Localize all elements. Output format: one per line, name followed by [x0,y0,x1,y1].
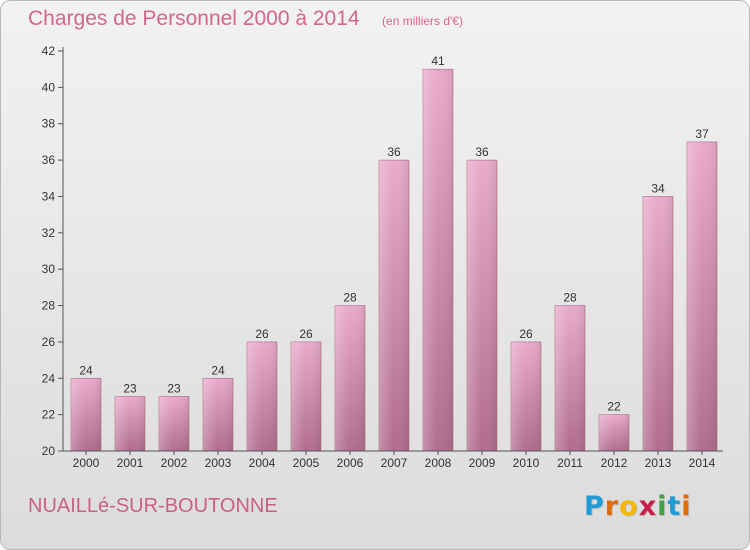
logo-letter: o [619,491,639,522]
value-label-2010: 26 [519,327,533,341]
bar-2014 [686,141,718,452]
x-tick-label-2002: 2002 [161,456,188,470]
logo-letter: i [681,491,692,522]
value-label-2003: 24 [211,363,225,377]
chart-unit-note: (en milliers d'€) [382,14,464,28]
y-tick-label-42: 42 [42,44,56,58]
y-tick-label-22: 22 [42,408,56,422]
logo-letter: x [638,491,658,522]
bar-2011 [554,305,586,452]
axes-layer [58,47,723,455]
x-tick-label-2011: 2011 [557,456,583,470]
x-tick-label-2008: 2008 [425,456,452,470]
labels-layer: 24 2000 23 2001 23 2002 24 2003 26 2004 26 2005 28 20… [42,44,716,470]
x-tick-label-2012: 2012 [601,456,628,470]
x-tick-label-2003: 2003 [205,456,232,470]
logo-letter: P [584,491,605,522]
value-label-2008: 41 [431,54,445,68]
value-label-2002: 23 [167,381,181,395]
bar-2010 [510,341,542,452]
bar-2004 [246,341,278,452]
x-tick-label-2007: 2007 [381,456,408,470]
logo-letter: i [657,491,668,522]
bar-2009 [466,159,498,452]
y-tick-label-20: 20 [42,444,56,458]
value-label-2004: 26 [255,327,269,341]
y-tick-label-40: 40 [42,80,56,94]
value-label-2011: 28 [563,291,577,305]
value-label-2014: 37 [695,127,709,141]
x-tick-label-2001: 2001 [117,456,144,470]
bar-2001 [114,396,146,452]
y-tick-label-36: 36 [42,153,56,167]
value-label-2012: 22 [607,400,621,414]
value-label-2000: 24 [79,363,93,377]
value-label-2013: 34 [651,181,665,195]
value-label-2009: 36 [475,145,489,159]
bar-2012 [598,414,630,452]
value-label-2006: 28 [343,291,357,305]
x-tick-label-2013: 2013 [645,456,672,470]
y-tick-label-38: 38 [42,117,56,131]
x-tick-label-2014: 2014 [689,456,716,470]
y-tick-label-30: 30 [42,262,56,276]
y-tick-label-32: 32 [42,226,56,240]
bar-2006 [334,305,366,452]
value-label-2007: 36 [387,145,401,159]
x-tick-label-2004: 2004 [249,456,276,470]
y-tick-label-34: 34 [42,189,56,203]
x-tick-label-2006: 2006 [337,456,364,470]
x-tick-label-2010: 2010 [513,456,540,470]
logo-letter: t [667,491,682,522]
chart-title-block: Charges de Personnel 2000 à 2014 (en mil… [28,7,463,31]
proxiti-logo: Proxiti [584,491,692,522]
y-tick-label-26: 26 [42,335,56,349]
bar-2013 [642,196,674,452]
bar-2008 [422,68,454,452]
value-label-2005: 26 [299,327,313,341]
x-tick-label-2009: 2009 [469,456,496,470]
bar-2003 [202,377,234,452]
x-tick-label-2005: 2005 [293,456,320,470]
logo-letter: r [604,491,620,522]
y-tick-label-28: 28 [42,299,56,313]
bar-2002 [158,396,190,452]
y-tick-label-24: 24 [42,371,56,385]
commune-name: NUAILLé-SUR-BOUTONNE [28,495,278,517]
bar-2007 [378,159,410,452]
bar-2005 [290,341,322,452]
value-label-2001: 23 [123,381,137,395]
x-tick-label-2000: 2000 [73,456,100,470]
bar-2000 [70,377,102,452]
chart-title: Charges de Personnel 2000 à 2014 [28,7,360,30]
